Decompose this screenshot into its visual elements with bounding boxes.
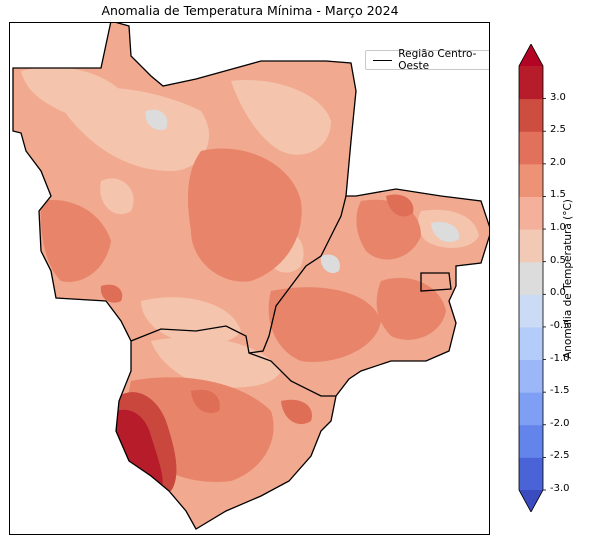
colorbar-under-arrow bbox=[519, 490, 543, 512]
colorbar-tick-label: 3.0 bbox=[550, 91, 566, 103]
colorbar-bin bbox=[519, 229, 543, 263]
contour-patch bbox=[188, 148, 302, 282]
colorbar-tick-label: -3.0 bbox=[550, 483, 570, 494]
contour-patch bbox=[386, 194, 414, 217]
legend-line-swatch bbox=[373, 59, 393, 61]
colorbar-bin bbox=[519, 196, 543, 230]
contour-patch bbox=[376, 277, 446, 340]
colorbar-ticks bbox=[543, 98, 546, 491]
contour-patch bbox=[431, 221, 460, 243]
colorbar-bin bbox=[519, 457, 543, 491]
colorbar-tick-label: -1.0 bbox=[550, 352, 570, 364]
colorbar-bin bbox=[519, 392, 543, 426]
contour-patch bbox=[100, 178, 134, 215]
colorbar-tick-label: 0.0 bbox=[550, 287, 566, 299]
contour-patch bbox=[59, 87, 210, 171]
contour-patch bbox=[191, 389, 220, 413]
colorbar-bin bbox=[519, 98, 543, 132]
colorbar-bins bbox=[518, 44, 544, 512]
contour-patch bbox=[145, 109, 168, 131]
colorbar-bin bbox=[519, 163, 543, 197]
colorbar-bin bbox=[519, 424, 543, 458]
contour-patch bbox=[40, 200, 111, 282]
colorbar bbox=[518, 44, 546, 512]
contour-patch bbox=[231, 80, 331, 155]
colorbar-bin bbox=[519, 326, 543, 361]
legend-label: Região Centro-Oeste bbox=[398, 48, 477, 72]
colorbar-tick-label: -0.5 bbox=[550, 319, 570, 331]
border-df bbox=[420, 272, 452, 292]
colorbar-tick-label: -2.0 bbox=[550, 417, 570, 429]
colorbar-tick-label: 2.0 bbox=[550, 156, 566, 168]
colorbar-tick-label: 1.5 bbox=[550, 189, 566, 201]
colorbar-bin bbox=[519, 294, 543, 328]
colorbar-tick-label: 2.5 bbox=[550, 124, 566, 136]
border-mt-ms bbox=[130, 325, 336, 397]
border-mt-go bbox=[248, 195, 347, 354]
state-borders bbox=[12, 23, 489, 530]
map-legend: Região Centro-Oeste bbox=[365, 48, 489, 72]
colorbar-bin bbox=[519, 359, 543, 393]
colorbar-tick-label: 0.5 bbox=[550, 254, 566, 266]
map-title: Anomalia de Temperatura Mínima - Março 2… bbox=[101, 3, 399, 18]
contour-patch bbox=[114, 409, 163, 489]
contour-patch bbox=[141, 297, 241, 344]
map-panel: Região Centro-Oeste bbox=[9, 22, 490, 535]
region-outline bbox=[12, 23, 489, 530]
contour-patch bbox=[268, 287, 381, 362]
colorbar-bin bbox=[519, 261, 543, 295]
colorbar-tick-label: -2.5 bbox=[550, 450, 570, 462]
map-svg bbox=[12, 23, 489, 530]
contour-patch bbox=[281, 399, 312, 425]
colorbar-bin bbox=[519, 131, 543, 165]
colorbar-tick-label: -1.5 bbox=[550, 385, 570, 397]
colorbar-bin bbox=[519, 66, 543, 100]
contour-patch bbox=[100, 284, 123, 303]
anomaly-contours bbox=[21, 67, 479, 491]
contour-patch bbox=[320, 254, 340, 274]
colorbar-tick-label: 1.0 bbox=[550, 222, 566, 234]
colorbar-over-arrow bbox=[519, 44, 543, 66]
